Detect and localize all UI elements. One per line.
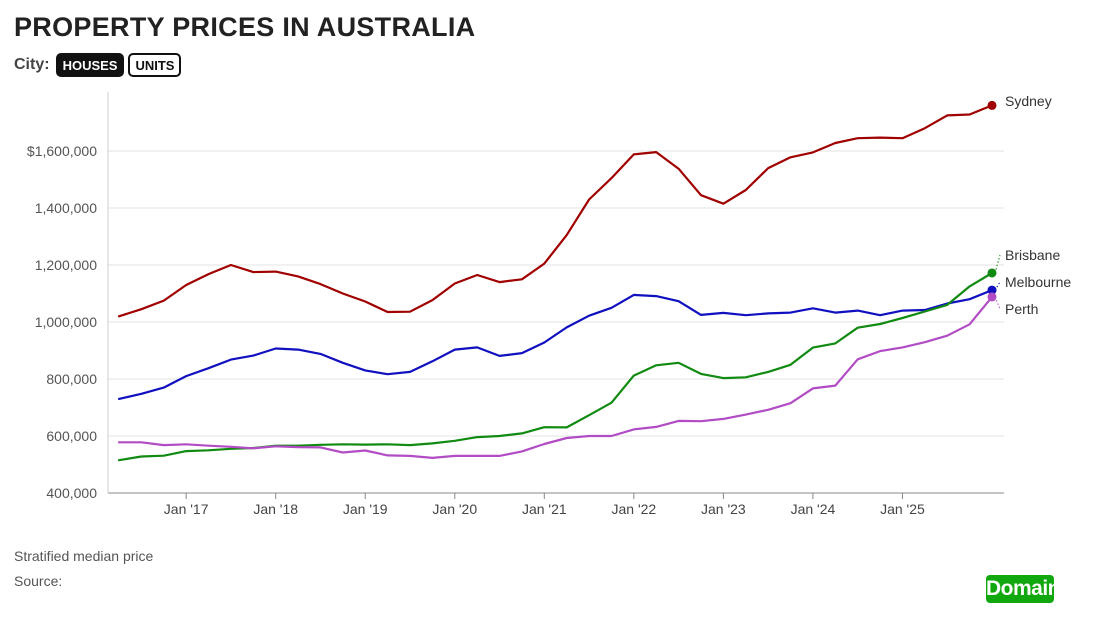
x-axis: Jan '17 Jan '18 Jan '19 Jan '20 Jan '21 Jan '… [164, 493, 925, 517]
melbourne-label-connector [994, 281, 1001, 291]
perth-label-connector [994, 296, 1001, 310]
y-tick-label: 800,000 [46, 371, 97, 387]
brisbane-end-point [987, 268, 997, 278]
sydney-series-line [117, 104, 994, 318]
houses-toggle-button[interactable]: HOUSES [55, 53, 125, 77]
perth-end-point [987, 292, 997, 302]
brisbane-label-connector [994, 254, 1001, 274]
domain-logo[interactable]: Domain [986, 575, 1061, 603]
y-axis: 400,000 600,000 800,000 1,000,000 1,200,000 1… [27, 143, 97, 501]
method-note: Stratified median price [14, 548, 154, 564]
brisbane-series-label: Brisbane [1005, 247, 1060, 263]
series-lines [117, 100, 997, 462]
y-tick-label: 1,400,000 [35, 200, 97, 216]
y-tick-label: 1,000,000 [35, 314, 97, 330]
x-tick-label: Jan '19 [343, 501, 388, 517]
source-note: Source: [14, 573, 63, 589]
y-tick-label: $1,600,000 [27, 143, 97, 159]
x-tick-label: Jan '21 [522, 501, 567, 517]
city-toggle-group: City: HOUSES UNITS [14, 53, 185, 77]
units-toggle-button[interactable]: UNITS [128, 53, 182, 77]
x-tick-label: Jan '20 [432, 501, 477, 517]
melbourne-end-point [987, 285, 997, 295]
x-tick-label: Jan '23 [701, 501, 746, 517]
y-tick-label: 600,000 [46, 428, 97, 444]
y-tick-label: 400,000 [46, 485, 97, 501]
melbourne-series-line [117, 289, 994, 400]
chart-title: PROPERTY PRICES IN AUSTRALIA [14, 12, 476, 42]
gridlines [107, 92, 1004, 494]
x-tick-label: Jan '17 [164, 501, 209, 517]
melbourne-series-label: Melbourne [1005, 274, 1071, 290]
y-tick-label: 1,200,000 [35, 257, 97, 273]
sydney-end-point [987, 100, 997, 110]
x-tick-label: Jan '22 [611, 501, 656, 517]
x-tick-label: Jan '18 [253, 501, 298, 517]
x-tick-label: Jan '25 [880, 501, 925, 517]
series-labels: Sydney Melbourne Brisbane Perth [994, 93, 1071, 317]
city-label: City: [14, 56, 50, 73]
perth-series-label: Perth [1005, 301, 1038, 317]
sydney-series-label: Sydney [1005, 93, 1052, 109]
perth-series-line [117, 295, 994, 459]
brisbane-series-line [117, 271, 994, 462]
x-tick-label: Jan '24 [791, 501, 836, 517]
